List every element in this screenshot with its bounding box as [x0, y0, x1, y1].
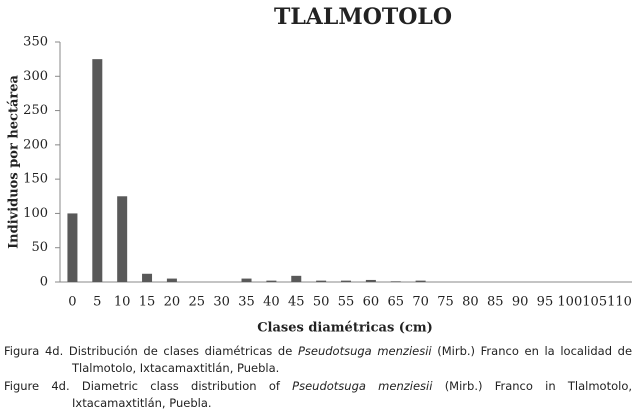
caption-text: Figura 4d. Distribución de clases diamét…: [4, 344, 293, 358]
chart: TLALMOTOLO Clases diamétricas (cm) Indiv…: [7, 4, 632, 336]
caption-text: (Mirb.) Franco en la localidad de Tlalmo…: [72, 344, 633, 375]
y-tick-label: 350: [23, 35, 48, 50]
caption-es: Figura 4d. Distribución de clases diamét…: [4, 343, 632, 377]
bar: [316, 280, 327, 282]
caption-en: Figure 4d. Diametric class distribution …: [4, 378, 632, 412]
x-tick-label: 25: [189, 295, 206, 310]
caption-text: Figure 4d. Diametric class distribution …: [4, 379, 280, 393]
chart-title: TLALMOTOLO: [274, 4, 452, 30]
x-tick-label: 95: [537, 295, 554, 310]
x-axis-title: Clases diamétricas (cm): [257, 321, 433, 336]
x-tick-label: 110: [607, 295, 632, 310]
y-tick-label: 100: [23, 206, 48, 221]
x-tick-label: 70: [412, 295, 429, 310]
caption-species: Pseudotsuga menziesii: [292, 379, 433, 393]
bar: [241, 278, 252, 282]
bar: [166, 278, 177, 282]
x-tick-label: 45: [288, 295, 305, 310]
caption-species: Pseudotsuga menziesii: [297, 344, 432, 358]
bar: [67, 213, 78, 282]
bar: [92, 59, 103, 283]
bar: [291, 275, 302, 282]
y-tick-label: 150: [23, 172, 48, 187]
y-tick-label: 200: [23, 137, 48, 152]
x-tick-label: 105: [582, 295, 607, 310]
x-tick-label: 60: [363, 295, 380, 310]
x-tick-label: 35: [238, 295, 255, 310]
x-tick-label: 40: [263, 295, 280, 310]
bar: [390, 281, 401, 282]
bar: [365, 279, 376, 282]
y-tick-label: 300: [23, 69, 48, 84]
x-tick-label: 85: [487, 295, 504, 310]
x-tick-label: 5: [93, 295, 101, 310]
y-tick-label: 50: [31, 240, 48, 255]
x-tick-label: 90: [512, 295, 529, 310]
x-tick-label: 100: [557, 295, 582, 310]
x-tick-label: 75: [437, 295, 454, 310]
bar: [142, 273, 153, 282]
x-tick-label: 20: [164, 295, 181, 310]
x-tick-label: 55: [338, 295, 355, 310]
x-tick-label: 65: [387, 295, 404, 310]
y-tick-label: 0: [40, 275, 48, 290]
caption-text: (Mirb.) Franco in Tlalmotolo, Ixtacamaxt…: [72, 379, 633, 410]
bar: [266, 280, 277, 282]
bar: [117, 196, 128, 282]
bar: [415, 280, 426, 282]
x-tick-label: 50: [313, 295, 330, 310]
y-tick-label: 250: [23, 103, 48, 118]
x-tick-label: 10: [114, 295, 131, 310]
x-tick-label: 15: [139, 295, 156, 310]
x-tick-label: 0: [68, 295, 76, 310]
x-tick-label: 30: [213, 295, 230, 310]
bar: [341, 280, 351, 282]
y-axis-title: Individuos por hectárea: [7, 74, 22, 248]
x-tick-label: 80: [462, 295, 479, 310]
